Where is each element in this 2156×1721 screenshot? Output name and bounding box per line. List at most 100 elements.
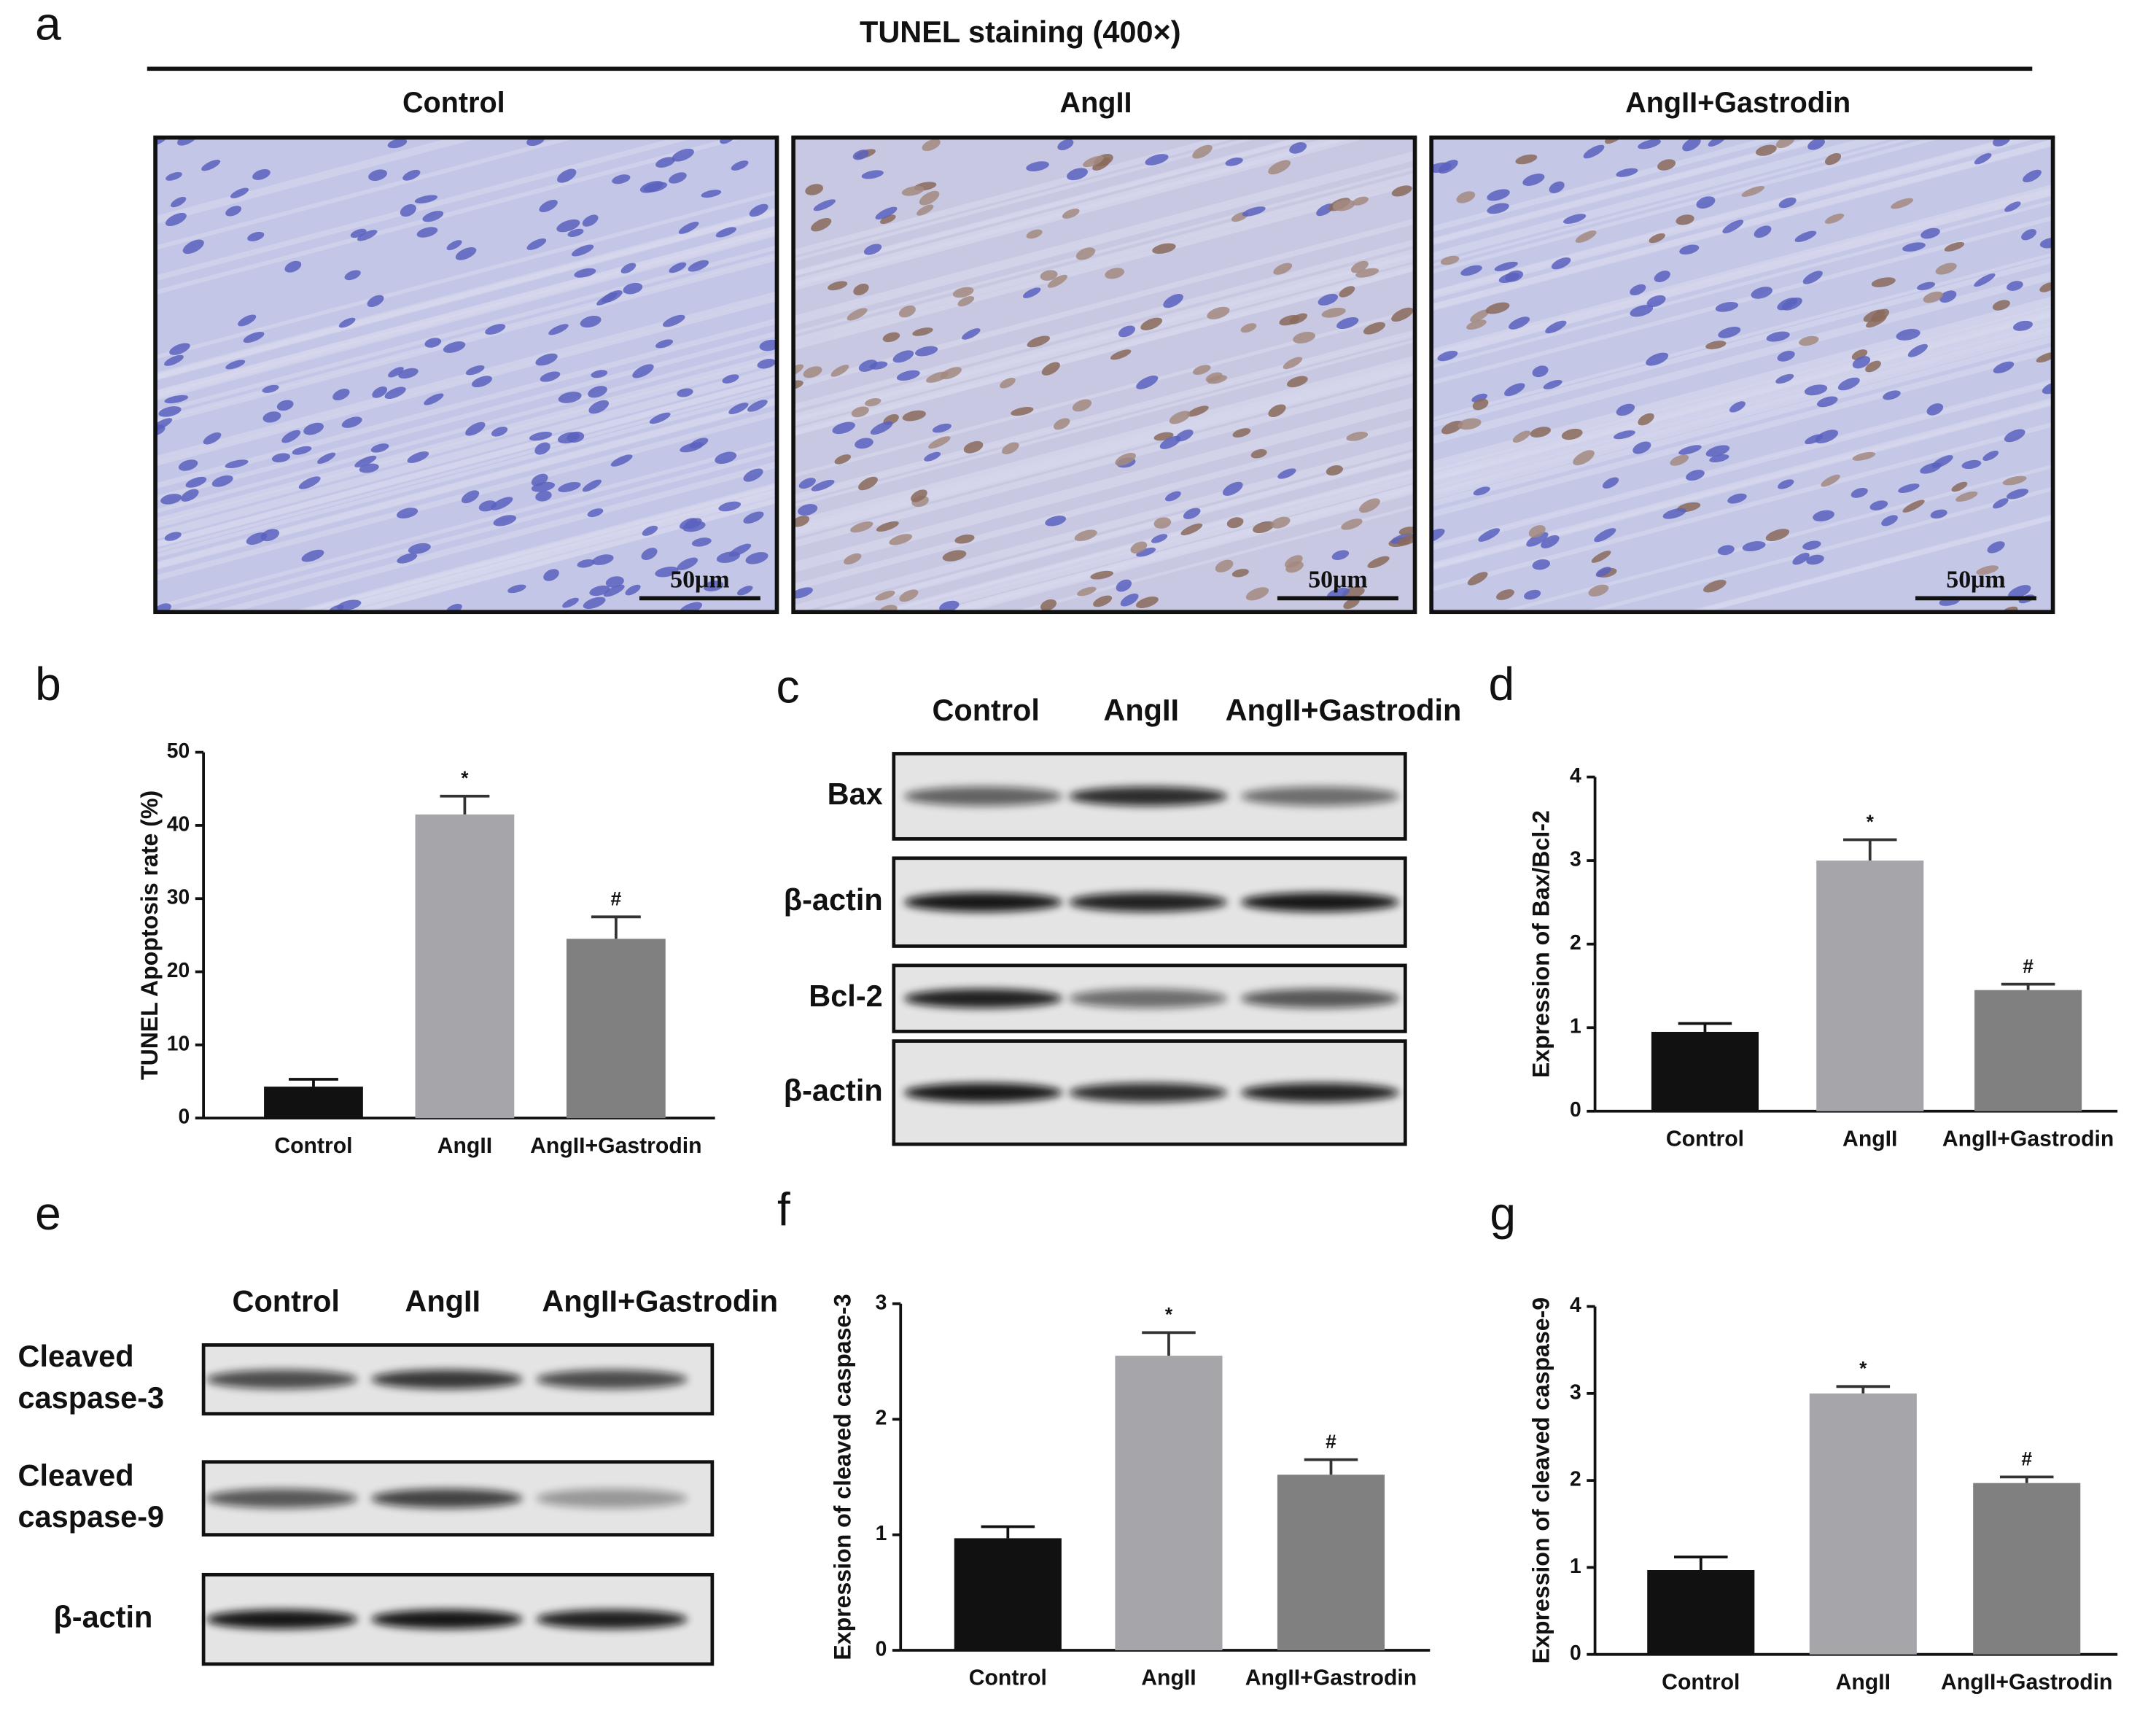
nucleus — [1343, 597, 1360, 610]
nucleus — [2002, 475, 2027, 486]
nucleus — [1974, 273, 1996, 287]
fiber — [1431, 137, 1789, 233]
nucleus — [1478, 528, 1501, 542]
nucleus — [1467, 572, 1488, 586]
fiber — [155, 440, 777, 610]
nucleus — [1594, 528, 1616, 543]
nucleus — [1982, 451, 1999, 461]
nucleus — [247, 231, 265, 241]
nucleus — [1509, 316, 1530, 330]
error-bar — [1142, 1331, 1196, 1356]
nucleus — [1670, 454, 1689, 466]
nucleus — [185, 476, 207, 488]
nucleus — [1923, 291, 1944, 303]
fiber — [1431, 257, 2053, 428]
nucleus — [2013, 320, 2033, 331]
nucleus — [1646, 352, 1669, 366]
panel-letter: e — [35, 1187, 61, 1240]
band — [536, 1609, 688, 1629]
nucleus — [1180, 523, 1203, 536]
nucleus — [472, 376, 492, 388]
nucleus — [832, 421, 855, 435]
band — [1240, 1083, 1399, 1103]
nucleus — [834, 454, 851, 465]
nucleus — [571, 244, 594, 257]
fiber — [1431, 137, 1918, 267]
blot-frame — [201, 1460, 715, 1537]
nucleus — [211, 475, 233, 487]
micrograph — [153, 135, 779, 615]
nucleus — [1802, 540, 1821, 550]
nucleus — [1992, 300, 2010, 311]
nucleus — [1794, 230, 1817, 242]
fiber — [793, 263, 1415, 435]
nucleus — [669, 172, 687, 184]
nucleus — [655, 339, 674, 349]
nucleus — [1077, 586, 1097, 597]
y-tick-label: 3 — [876, 1290, 887, 1313]
y-tick-label: 0 — [876, 1637, 887, 1660]
significance-marker: * — [1867, 811, 1875, 833]
nucleus — [526, 238, 547, 250]
nucleus — [1715, 302, 1739, 312]
nucleus — [911, 489, 927, 502]
nucleus — [1472, 398, 1489, 411]
lane-label: AngII+Gastrodin — [1226, 693, 1462, 727]
row-label: Cleaved — [18, 1339, 134, 1373]
nucleus — [672, 148, 694, 162]
scale-label: 50μm — [670, 567, 729, 594]
nucleus — [367, 295, 384, 307]
nucleus — [1253, 521, 1274, 534]
nucleus — [243, 331, 265, 343]
nucleus — [1522, 174, 1545, 186]
nucleus — [165, 212, 187, 227]
nucleus — [1662, 508, 1686, 519]
x-tick-label: Control — [274, 1134, 352, 1158]
band — [536, 1370, 688, 1389]
panel-letter: c — [777, 661, 800, 713]
nucleus — [1935, 263, 1957, 275]
nucleus — [759, 339, 777, 351]
nucleus — [1159, 435, 1181, 449]
nucleus — [1027, 335, 1051, 348]
band — [371, 1370, 523, 1389]
y-axis-label: Expression of cleaved caspase-9 — [1528, 1297, 1554, 1663]
nucleus — [1110, 349, 1132, 360]
nucleus — [940, 367, 962, 380]
nucleus — [201, 160, 221, 171]
fiber — [1431, 184, 2053, 355]
fiber — [1431, 252, 2053, 421]
nucleus — [655, 157, 675, 168]
panel-letter: b — [35, 658, 61, 710]
nucleus — [531, 473, 548, 486]
nucleus — [1130, 541, 1148, 553]
bar — [1973, 1483, 2081, 1655]
nucleus — [540, 371, 561, 382]
nucleus — [655, 566, 679, 578]
y-tick-label: 2 — [876, 1406, 887, 1429]
nucleus — [344, 270, 361, 281]
panel-letter: g — [1490, 1187, 1516, 1240]
blot-frame — [892, 963, 1407, 1033]
bar — [954, 1538, 1062, 1651]
nucleus — [1616, 403, 1635, 416]
nucleus — [902, 410, 926, 421]
nucleus — [1318, 293, 1339, 306]
nucleus — [1807, 138, 1825, 150]
nucleus — [284, 260, 302, 273]
error-bar — [289, 1078, 338, 1087]
image-frame — [791, 135, 1417, 615]
fiber — [793, 173, 1415, 344]
nucleus — [407, 451, 429, 463]
nucleus — [2006, 489, 2029, 500]
nucleus — [603, 584, 625, 597]
scale-label: 50μm — [1308, 567, 1367, 594]
y-tick-label: 30 — [167, 885, 190, 909]
nucleus — [728, 543, 752, 557]
nucleus — [798, 478, 816, 489]
nucleus — [731, 160, 749, 171]
nucleus — [558, 482, 581, 492]
nucleus — [852, 149, 869, 160]
nucleus — [1289, 142, 1307, 154]
bar — [1647, 1569, 1755, 1655]
